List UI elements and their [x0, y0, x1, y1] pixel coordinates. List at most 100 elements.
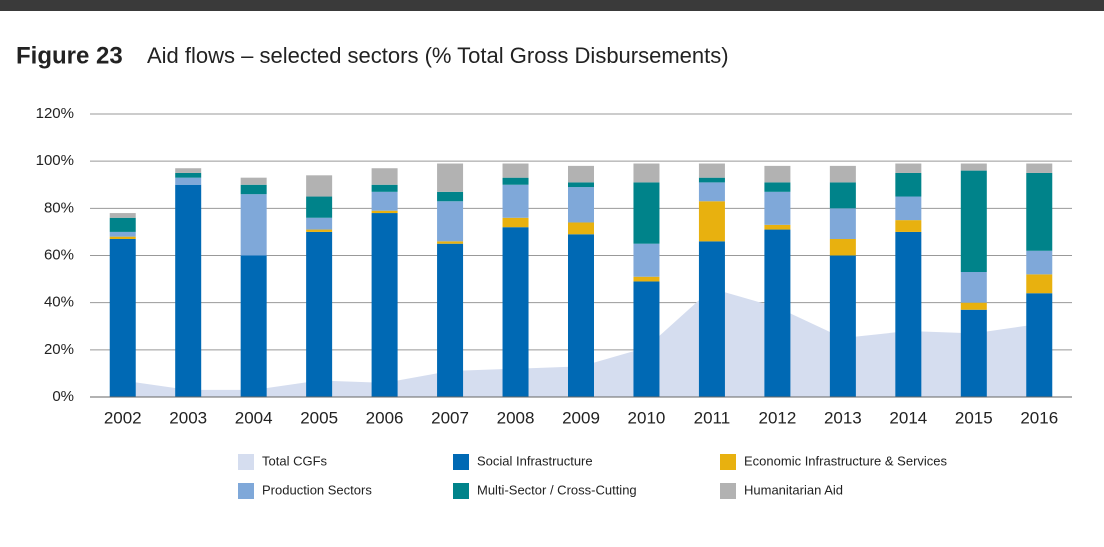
bar-segment: [306, 196, 333, 218]
x-tick-label: 2004: [235, 408, 273, 427]
bar-segment: [568, 182, 594, 188]
x-tick-label: 2002: [104, 408, 142, 427]
bar-segment: [502, 177, 529, 185]
x-tick-label: 2015: [955, 408, 993, 427]
x-tick-label: 2013: [824, 408, 862, 427]
bar-segment: [1026, 274, 1053, 294]
bar-segment: [633, 182, 660, 244]
bar-segment: [568, 222, 594, 235]
bar-segment: [960, 302, 987, 310]
legend-label: Economic Infrastructure & Services: [744, 453, 948, 468]
bar-segment: [1026, 163, 1053, 173]
legend-swatch: [238, 454, 254, 470]
bar-segment: [895, 196, 922, 221]
bar-segment: [764, 182, 791, 192]
bar-segment: [568, 234, 594, 397]
bar-segment: [960, 163, 987, 171]
bar-segment: [764, 224, 791, 230]
bar-segment: [633, 281, 660, 397]
bar-segment: [764, 229, 791, 397]
bar-segment: [895, 231, 922, 397]
bar-segment: [240, 177, 267, 185]
legend-swatch: [453, 483, 469, 499]
bar-segment: [568, 187, 594, 223]
bar-segment: [1026, 172, 1053, 251]
bar-segment: [175, 168, 202, 173]
bar-segment: [502, 227, 529, 397]
bar-segment: [829, 255, 856, 397]
x-tick-label: 2016: [1020, 408, 1058, 427]
area: [122, 288, 1040, 397]
bar-segment: [109, 238, 136, 397]
bar-segment: [829, 182, 856, 209]
bar-segment: [829, 208, 856, 239]
legend-swatch: [720, 483, 736, 499]
y-tick-label: 20%: [44, 341, 74, 358]
bar-segment: [895, 172, 922, 197]
legend-label: Social Infrastructure: [477, 453, 593, 468]
legend-swatch: [720, 454, 736, 470]
bar-segment: [698, 241, 725, 397]
y-tick-label: 0%: [52, 388, 74, 405]
x-tick-label: 2005: [300, 408, 338, 427]
bar-segment: [633, 276, 660, 282]
bar-segment: [175, 177, 202, 185]
bar-segment: [109, 231, 136, 237]
x-tick-label: 2012: [758, 408, 796, 427]
bar-segment: [960, 309, 987, 397]
bar-segment: [109, 217, 136, 232]
bar-segment: [960, 272, 987, 303]
bar-segment: [109, 213, 136, 218]
legend-label: Production Sectors: [262, 482, 372, 497]
bar-segment: [764, 191, 791, 225]
x-tick-label: 2009: [562, 408, 600, 427]
x-tick-label: 2003: [169, 408, 207, 427]
bar-segment: [437, 163, 464, 192]
bar-segment: [371, 168, 398, 185]
bar-segment: [1026, 293, 1053, 397]
bar-segment: [109, 236, 136, 239]
bar-segment: [895, 163, 922, 173]
bar-segment: [502, 217, 529, 228]
bar-segment: [502, 163, 529, 178]
legend-label: Total CGFs: [262, 453, 328, 468]
bar-segment: [175, 172, 202, 178]
bar-segment: [306, 231, 333, 397]
bar-segment: [371, 191, 398, 211]
bar-segment: [829, 238, 856, 256]
bar-segment: [764, 165, 791, 183]
legend-label: Humanitarian Aid: [744, 482, 843, 497]
bar-segment: [568, 165, 594, 183]
y-tick-label: 60%: [44, 246, 74, 263]
legend-swatch: [453, 454, 469, 470]
y-tick-label: 40%: [44, 294, 74, 311]
x-tick-label: 2007: [431, 408, 469, 427]
legend-swatch: [238, 483, 254, 499]
bar-segment: [240, 194, 267, 256]
x-tick-label: 2011: [694, 408, 731, 427]
bar-segment: [240, 184, 267, 195]
bar-segment: [371, 210, 398, 214]
x-tick-label: 2008: [497, 408, 535, 427]
legend-label: Multi-Sector / Cross-Cutting: [477, 482, 637, 497]
bar-segment: [698, 177, 725, 183]
y-tick-label: 80%: [44, 199, 74, 216]
top-band: [0, 0, 1104, 11]
x-tick-label: 2006: [366, 408, 404, 427]
bar-segment: [175, 184, 202, 397]
bar-segment: [437, 191, 464, 202]
chart-title: Figure 23: [16, 42, 123, 69]
bar-segment: [306, 217, 333, 230]
bar-segment: [698, 201, 725, 242]
y-tick-label: 120%: [36, 105, 74, 122]
bar-segment: [633, 163, 660, 183]
bar-segment: [437, 201, 464, 242]
chart-subtitle: Aid flows – selected sectors (% Total Gr…: [147, 43, 729, 68]
bar-segment: [829, 165, 856, 183]
bar-segment: [306, 175, 333, 197]
bar-segment: [1026, 250, 1053, 275]
bar-segment: [502, 184, 529, 218]
bar-segment: [895, 220, 922, 232]
bar-segment: [633, 243, 660, 277]
